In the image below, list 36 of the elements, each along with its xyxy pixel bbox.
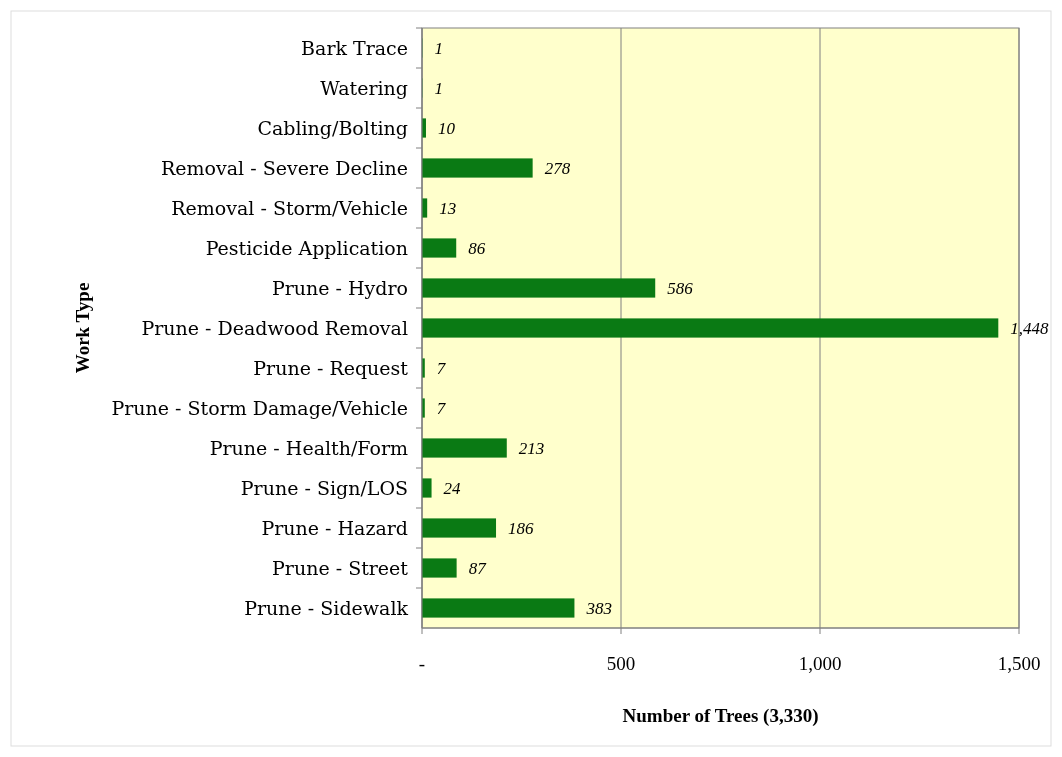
y-tick-label: Bark Trace [301,36,408,59]
x-tick-label: 1,000 [798,653,842,674]
data-label: 383 [585,598,612,618]
data-label: 278 [544,158,571,178]
y-tick-label: Prune - Hazard [261,516,408,539]
data-label: 7 [436,358,447,378]
data-label: 186 [508,518,535,538]
data-label: 1 [434,78,443,98]
y-tick-label: Pesticide Application [205,236,408,259]
y-tick-label: Prune - Request [253,356,409,379]
x-tick-label: 1,500 [997,653,1041,674]
data-label: 86 [468,238,486,258]
x-axis-title: Number of Trees (3,330) [622,705,819,727]
y-tick-label: Prune - Deadwood Removal [141,316,408,339]
y-tick-label: Cabling/Bolting [257,116,408,139]
y-tick-label: Prune - Health/Form [209,436,408,459]
y-tick-label: Removal - Storm/Vehicle [171,196,408,219]
data-label: 213 [518,438,545,458]
y-tick-label: Prune - Hydro [271,276,408,299]
x-tick-label: - [418,653,426,674]
y-tick-label: Prune - Storm Damage/Vehicle [111,396,408,419]
data-label: 24 [443,478,462,498]
y-tick-label: Prune - Street [272,556,409,579]
x-tick-label: 500 [606,653,636,674]
y-tick-label: Removal - Severe Decline [161,156,408,179]
data-label: 13 [439,198,457,218]
y-tick-label: Watering [320,76,408,99]
data-label: 10 [437,118,456,138]
y-axis-title: Work Type [72,282,94,374]
data-label: 586 [667,278,694,298]
y-tick-label: Prune - Sign/LOS [240,476,408,499]
data-label: 1 [434,38,443,58]
data-label: 1,448 [1010,318,1050,338]
data-label: 7 [436,398,447,418]
y-tick-label: Prune - Sidewalk [244,596,409,619]
data-label: 87 [468,558,488,578]
